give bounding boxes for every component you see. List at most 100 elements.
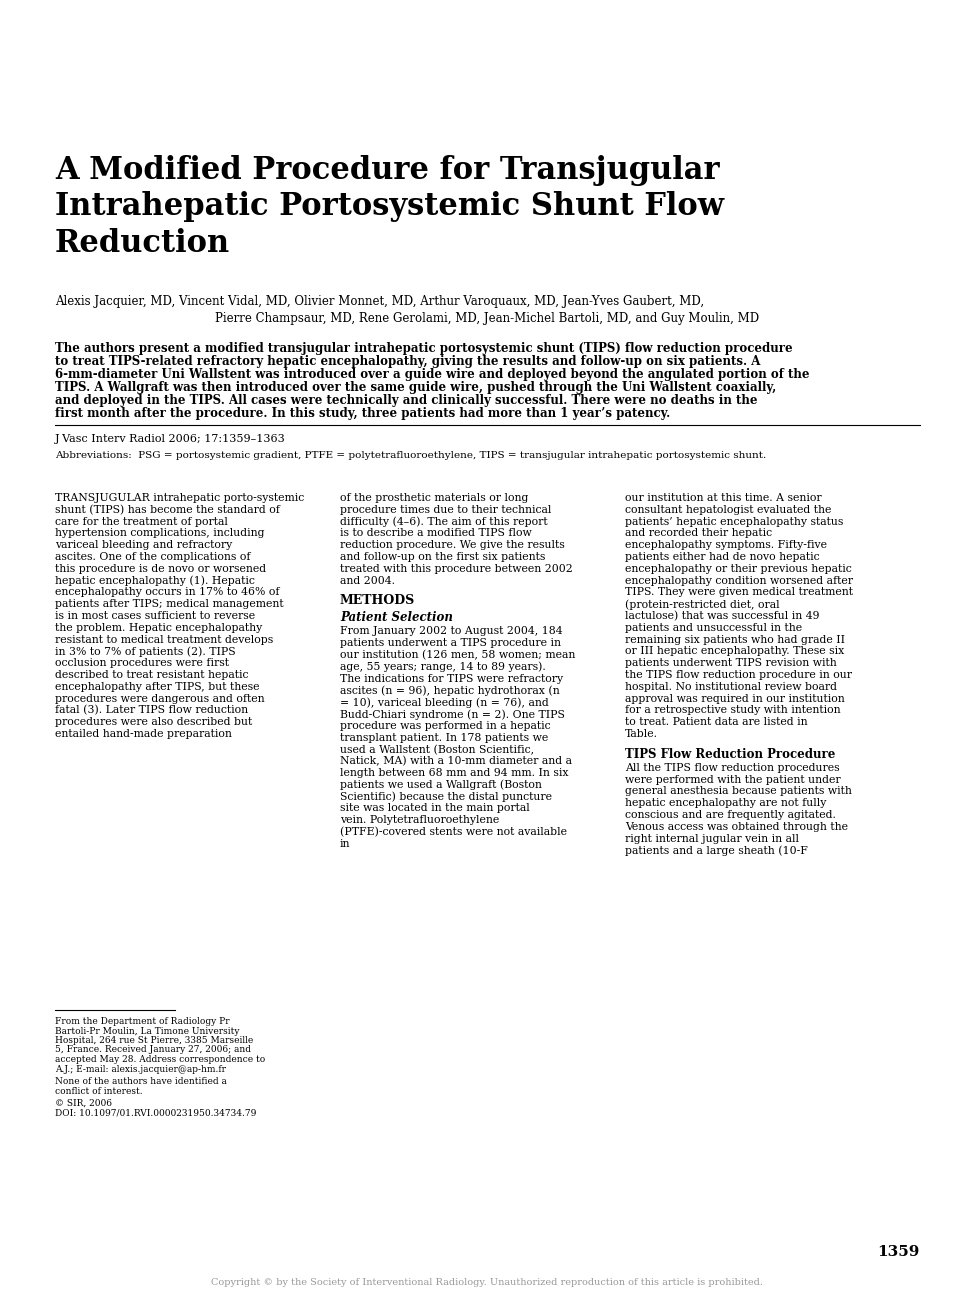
Text: occlusion procedures were first: occlusion procedures were first xyxy=(55,658,229,668)
Text: All the TIPS flow reduction procedures: All the TIPS flow reduction procedures xyxy=(625,763,839,773)
Text: (PTFE)-covered stents were not available: (PTFE)-covered stents were not available xyxy=(340,827,567,838)
Text: length between 68 mm and 94 mm. In six: length between 68 mm and 94 mm. In six xyxy=(340,769,568,778)
Text: procedure was performed in a hepatic: procedure was performed in a hepatic xyxy=(340,720,551,731)
Text: patients and a large sheath (10-F: patients and a large sheath (10-F xyxy=(625,846,808,856)
Text: the problem. Hepatic encephalopathy: the problem. Hepatic encephalopathy xyxy=(55,622,262,633)
Text: None of the authors have identified a: None of the authors have identified a xyxy=(55,1077,227,1086)
Text: procedures were also described but: procedures were also described but xyxy=(55,718,253,727)
Text: procedures were dangerous and often: procedures were dangerous and often xyxy=(55,693,264,703)
Text: DOI: 10.1097/01.RVI.0000231950.34734.79: DOI: 10.1097/01.RVI.0000231950.34734.79 xyxy=(55,1109,256,1118)
Text: 5, France. Received January 27, 2006; and: 5, France. Received January 27, 2006; an… xyxy=(55,1045,251,1054)
Text: Table.: Table. xyxy=(625,729,658,739)
Text: for a retrospective study with intention: for a retrospective study with intention xyxy=(625,706,840,715)
Text: general anesthesia because patients with: general anesthesia because patients with xyxy=(625,787,852,796)
Text: and deployed in the TIPS. All cases were technically and clinically successful. : and deployed in the TIPS. All cases were… xyxy=(55,394,758,407)
Text: in: in xyxy=(340,839,350,848)
Text: Pierre Champsaur, MD, Rene Gerolami, MD, Jean-Michel Bartoli, MD, and Guy Moulin: Pierre Champsaur, MD, Rene Gerolami, MD,… xyxy=(214,312,760,325)
Text: patients either had de novo hepatic: patients either had de novo hepatic xyxy=(625,552,820,562)
Text: From January 2002 to August 2004, 184: From January 2002 to August 2004, 184 xyxy=(340,626,563,637)
Text: patients underwent a TIPS procedure in: patients underwent a TIPS procedure in xyxy=(340,638,561,649)
Text: lactulose) that was successful in 49: lactulose) that was successful in 49 xyxy=(625,611,820,621)
Text: our institution (126 men, 58 women; mean: our institution (126 men, 58 women; mean xyxy=(340,650,575,660)
Text: Patient Selection: Patient Selection xyxy=(340,612,452,624)
Text: A Modified Procedure for Transjugular
Intrahepatic Portosystemic Shunt Flow
Redu: A Modified Procedure for Transjugular In… xyxy=(55,155,724,258)
Text: hypertension complications, including: hypertension complications, including xyxy=(55,529,264,539)
Text: right internal jugular vein in all: right internal jugular vein in all xyxy=(625,834,799,843)
Text: entailed hand-made preparation: entailed hand-made preparation xyxy=(55,729,232,739)
Text: in 3% to 7% of patients (2). TIPS: in 3% to 7% of patients (2). TIPS xyxy=(55,646,236,656)
Text: and recorded their hepatic: and recorded their hepatic xyxy=(625,529,772,539)
Text: to treat. Patient data are listed in: to treat. Patient data are listed in xyxy=(625,718,807,727)
Text: (protein-restricted diet, oral: (protein-restricted diet, oral xyxy=(625,599,780,609)
Text: TIPS. A Wallgraft was then introduced over the same guide wire, pushed through t: TIPS. A Wallgraft was then introduced ov… xyxy=(55,381,776,394)
Text: resistant to medical treatment develops: resistant to medical treatment develops xyxy=(55,634,273,645)
Text: vein. Polytetrafluoroethylene: vein. Polytetrafluoroethylene xyxy=(340,816,499,825)
Text: were performed with the patient under: were performed with the patient under xyxy=(625,775,840,784)
Text: TIPS. They were given medical treatment: TIPS. They were given medical treatment xyxy=(625,587,853,598)
Text: Natick, MA) with a 10-mm diameter and a: Natick, MA) with a 10-mm diameter and a xyxy=(340,756,572,766)
Text: hepatic encephalopathy (1). Hepatic: hepatic encephalopathy (1). Hepatic xyxy=(55,576,254,586)
Text: to treat TIPS-related refractory hepatic encephalopathy, giving the results and : to treat TIPS-related refractory hepatic… xyxy=(55,355,760,368)
Text: TRANSJUGULAR intrahepatic porto-systemic: TRANSJUGULAR intrahepatic porto-systemic xyxy=(55,493,304,502)
Text: accepted May 28. Address correspondence to: accepted May 28. Address correspondence … xyxy=(55,1054,265,1064)
Text: care for the treatment of portal: care for the treatment of portal xyxy=(55,517,228,527)
Text: used a Wallstent (Boston Scientific,: used a Wallstent (Boston Scientific, xyxy=(340,744,534,754)
Text: Alexis Jacquier, MD, Vincent Vidal, MD, Olivier Monnet, MD, Arthur Varoquaux, MD: Alexis Jacquier, MD, Vincent Vidal, MD, … xyxy=(55,295,704,308)
Text: Copyright © by the Society of Interventional Radiology. Unauthorized reproductio: Copyright © by the Society of Interventi… xyxy=(211,1278,763,1287)
Text: encephalopathy after TIPS, but these: encephalopathy after TIPS, but these xyxy=(55,681,259,692)
Text: age, 55 years; range, 14 to 89 years).: age, 55 years; range, 14 to 89 years). xyxy=(340,662,546,672)
Text: conscious and are frequently agitated.: conscious and are frequently agitated. xyxy=(625,810,836,820)
Text: hepatic encephalopathy are not fully: hepatic encephalopathy are not fully xyxy=(625,799,827,808)
Text: patients and unsuccessful in the: patients and unsuccessful in the xyxy=(625,622,802,633)
Text: The indications for TIPS were refractory: The indications for TIPS were refractory xyxy=(340,673,564,684)
Text: Budd-Chiari syndrome (n = 2). One TIPS: Budd-Chiari syndrome (n = 2). One TIPS xyxy=(340,709,565,719)
Text: patients underwent TIPS revision with: patients underwent TIPS revision with xyxy=(625,658,837,668)
Text: hospital. No institutional review board: hospital. No institutional review board xyxy=(625,681,837,692)
Text: this procedure is de novo or worsened: this procedure is de novo or worsened xyxy=(55,564,266,574)
Text: or III hepatic encephalopathy. These six: or III hepatic encephalopathy. These six xyxy=(625,646,844,656)
Text: patients we used a Wallgraft (Boston: patients we used a Wallgraft (Boston xyxy=(340,780,542,791)
Text: ascites (n = 96), hepatic hydrothorax (n: ascites (n = 96), hepatic hydrothorax (n xyxy=(340,685,560,696)
Text: variceal bleeding and refractory: variceal bleeding and refractory xyxy=(55,540,232,551)
Text: and 2004.: and 2004. xyxy=(340,576,395,586)
Text: our institution at this time. A senior: our institution at this time. A senior xyxy=(625,493,822,502)
Text: conflict of interest.: conflict of interest. xyxy=(55,1087,142,1095)
Text: patients’ hepatic encephalopathy status: patients’ hepatic encephalopathy status xyxy=(625,517,843,527)
Text: TIPS Flow Reduction Procedure: TIPS Flow Reduction Procedure xyxy=(625,748,836,761)
Text: and follow-up on the first six patients: and follow-up on the first six patients xyxy=(340,552,545,562)
Text: Scientific) because the distal puncture: Scientific) because the distal puncture xyxy=(340,792,552,803)
Text: site was located in the main portal: site was located in the main portal xyxy=(340,804,529,813)
Text: treated with this procedure between 2002: treated with this procedure between 2002 xyxy=(340,564,572,574)
Text: METHODS: METHODS xyxy=(340,594,415,607)
Text: consultant hepatologist evaluated the: consultant hepatologist evaluated the xyxy=(625,505,832,514)
Text: ascites. One of the complications of: ascites. One of the complications of xyxy=(55,552,251,562)
Text: From the Department of Radiology Pr: From the Department of Radiology Pr xyxy=(55,1017,230,1026)
Text: encephalopathy or their previous hepatic: encephalopathy or their previous hepatic xyxy=(625,564,852,574)
Text: fatal (3). Later TIPS flow reduction: fatal (3). Later TIPS flow reduction xyxy=(55,706,248,715)
Text: of the prosthetic materials or long: of the prosthetic materials or long xyxy=(340,493,528,502)
Text: encephalopathy condition worsened after: encephalopathy condition worsened after xyxy=(625,576,853,586)
Text: Venous access was obtained through the: Venous access was obtained through the xyxy=(625,822,848,831)
Text: The authors present a modified transjugular intrahepatic portosystemic shunt (TI: The authors present a modified transjugu… xyxy=(55,342,793,355)
Text: patients after TIPS; medical management: patients after TIPS; medical management xyxy=(55,599,284,609)
Text: J Vasc Interv Radiol 2006; 17:1359–1363: J Vasc Interv Radiol 2006; 17:1359–1363 xyxy=(55,435,286,444)
Text: procedure times due to their technical: procedure times due to their technical xyxy=(340,505,552,514)
Text: reduction procedure. We give the results: reduction procedure. We give the results xyxy=(340,540,565,551)
Text: transplant patient. In 178 patients we: transplant patient. In 178 patients we xyxy=(340,732,548,743)
Text: is in most cases sufficient to reverse: is in most cases sufficient to reverse xyxy=(55,611,255,621)
Text: encephalopathy symptoms. Fifty-five: encephalopathy symptoms. Fifty-five xyxy=(625,540,827,551)
Text: Hospital, 264 rue St Pierre, 3385 Marseille: Hospital, 264 rue St Pierre, 3385 Marsei… xyxy=(55,1036,254,1045)
Text: 6-mm-diameter Uni Wallstent was introduced over a guide wire and deployed beyond: 6-mm-diameter Uni Wallstent was introduc… xyxy=(55,368,809,381)
Text: A.J.; E-mail: alexis.jacquier@ap-hm.fr: A.J.; E-mail: alexis.jacquier@ap-hm.fr xyxy=(55,1065,226,1074)
Text: = 10), variceal bleeding (n = 76), and: = 10), variceal bleeding (n = 76), and xyxy=(340,697,549,707)
Text: Abbreviations:  PSG = portosystemic gradient, PTFE = polytetrafluoroethylene, TI: Abbreviations: PSG = portosystemic gradi… xyxy=(55,452,766,459)
Text: Bartoli-Pr Moulin, La Timone University: Bartoli-Pr Moulin, La Timone University xyxy=(55,1027,240,1035)
Text: is to describe a modified TIPS flow: is to describe a modified TIPS flow xyxy=(340,529,531,539)
Text: difficulty (4–6). The aim of this report: difficulty (4–6). The aim of this report xyxy=(340,517,548,527)
Text: © SIR, 2006: © SIR, 2006 xyxy=(55,1099,112,1108)
Text: shunt (TIPS) has become the standard of: shunt (TIPS) has become the standard of xyxy=(55,505,280,515)
Text: 1359: 1359 xyxy=(878,1245,920,1259)
Text: encephalopathy occurs in 17% to 46% of: encephalopathy occurs in 17% to 46% of xyxy=(55,587,280,598)
Text: the TIPS flow reduction procedure in our: the TIPS flow reduction procedure in our xyxy=(625,669,852,680)
Text: described to treat resistant hepatic: described to treat resistant hepatic xyxy=(55,669,249,680)
